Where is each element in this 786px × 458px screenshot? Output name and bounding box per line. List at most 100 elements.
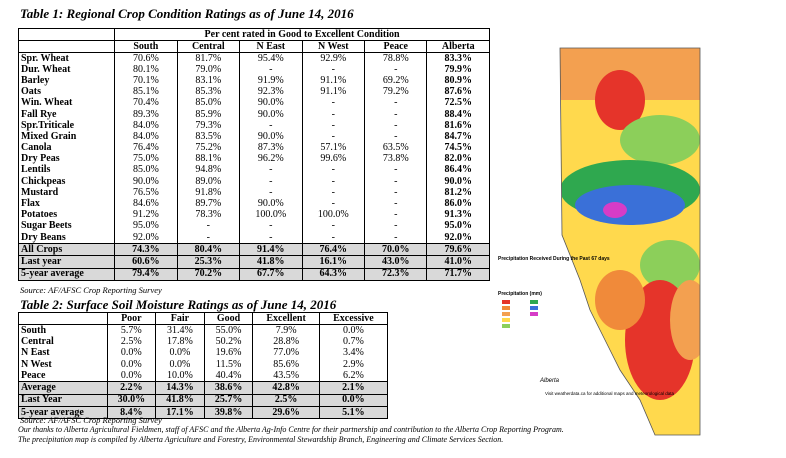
cell: 83.5% bbox=[176, 131, 241, 143]
summary-row: Last Year 30.0% 41.8% 25.7% 2.5% 0.0% bbox=[18, 393, 389, 407]
cell: 80.9% bbox=[426, 75, 490, 87]
cell: 92.0% bbox=[426, 232, 490, 244]
scale-title: Precipitation (mm) bbox=[498, 291, 542, 297]
column-header: Alberta bbox=[426, 40, 490, 53]
cell: 31.4% bbox=[155, 324, 205, 337]
row-label: N East bbox=[18, 347, 108, 359]
cell: 90.0% bbox=[239, 108, 303, 121]
cell: - bbox=[301, 220, 366, 232]
column-header: N East bbox=[239, 40, 303, 53]
cell: - bbox=[239, 164, 303, 177]
row: Chickpeas 90.0% 89.0% - - -90.0% bbox=[17, 176, 490, 188]
crop-condition-table: Per cent rated in Good to Excellent Cond… bbox=[17, 28, 490, 281]
row-label: 5-year average bbox=[17, 267, 116, 281]
cell: 83.1% bbox=[176, 75, 241, 87]
column-header: South bbox=[114, 40, 178, 53]
row: Barley 70.1% 83.1% 91.9% 91.1% 69.2% 80.9% bbox=[17, 75, 490, 87]
cell: - bbox=[363, 164, 428, 177]
row: Canola 76.4% 75.2% 87.3% 57.1% 63.5% 74.5% bbox=[17, 142, 490, 154]
cell: 38.6% bbox=[203, 381, 254, 395]
row-label: Dry Beans bbox=[17, 232, 116, 244]
cell: 69.2% bbox=[363, 75, 428, 87]
legend-title: Precipitation Received During the Past 6… bbox=[498, 256, 610, 262]
cell: 91.3% bbox=[426, 209, 490, 221]
cell: 25.7% bbox=[203, 393, 254, 407]
cell: 17.1% bbox=[155, 406, 205, 419]
row: Fall Rye 89.3% 85.9% 90.0% - -88.4% bbox=[17, 108, 490, 121]
cell: 0.0% bbox=[106, 358, 157, 371]
cell: 14.3% bbox=[155, 381, 205, 395]
row: Dry Beans 92.0% - - - -92.0% bbox=[17, 232, 490, 244]
cell: 100.0% bbox=[301, 209, 366, 221]
summary-row: Last year 60.6% 25.3% 41.8% 16.1% 43.0% 41.0% bbox=[17, 255, 490, 269]
cell: - bbox=[363, 198, 428, 210]
cell: 72.5% bbox=[426, 97, 490, 109]
cell: 79.9% bbox=[426, 64, 490, 76]
cell: 0.0% bbox=[106, 370, 157, 382]
cell: - bbox=[301, 120, 366, 132]
cell: 85.6% bbox=[252, 358, 320, 371]
cell: 80.1% bbox=[114, 64, 178, 76]
cell: 25.3% bbox=[176, 255, 241, 269]
cell: - bbox=[301, 97, 366, 109]
row-label: Chickpeas bbox=[17, 176, 116, 188]
table-title: Table 2: Surface Soil Moisture Ratings a… bbox=[20, 297, 337, 312]
row: Lentils 85.0% 94.8% - - -86.4% bbox=[17, 164, 490, 177]
cell: 88.4% bbox=[426, 108, 490, 121]
cell: 92.9% bbox=[301, 52, 366, 65]
row-label: All Crops bbox=[17, 243, 116, 256]
cell: 91.1% bbox=[301, 86, 366, 98]
cell: 79.3% bbox=[176, 120, 241, 132]
cell: 2.5% bbox=[252, 393, 320, 407]
cell: 91.8% bbox=[176, 187, 241, 199]
cell: 73.8% bbox=[363, 153, 428, 165]
cell: 19.6% bbox=[203, 347, 254, 359]
row-label: Average bbox=[18, 381, 108, 395]
cell: 85.3% bbox=[176, 86, 241, 98]
cell: 70.6% bbox=[114, 52, 178, 65]
cell: 75.2% bbox=[176, 142, 241, 154]
cell: - bbox=[363, 232, 428, 244]
row-label: Oats bbox=[17, 86, 116, 98]
cell: 90.0% bbox=[426, 176, 490, 188]
cell: 78.3% bbox=[176, 209, 241, 221]
cell: 39.8% bbox=[203, 406, 254, 419]
column-header: Peace bbox=[363, 40, 428, 53]
row: South 5.7% 31.4% 55.0% 7.9% 0.0% bbox=[18, 324, 389, 337]
row: Spr.Triticale 84.0% 79.3% - - -81.6% bbox=[17, 120, 490, 132]
cell: 41.0% bbox=[426, 255, 490, 269]
row-label: Central bbox=[18, 336, 108, 348]
cell: 82.0% bbox=[426, 153, 490, 165]
cell: 72.3% bbox=[363, 267, 428, 281]
cell: 7.9% bbox=[252, 324, 320, 337]
row: Oats 85.1% 85.3% 92.3% 91.1% 79.2% 87.6% bbox=[17, 86, 490, 98]
cell: 89.0% bbox=[176, 176, 241, 188]
cell: 87.3% bbox=[239, 142, 303, 154]
cell: - bbox=[363, 97, 428, 109]
cell: 2.1% bbox=[318, 381, 389, 395]
cell: 29.6% bbox=[252, 406, 320, 419]
cell: 43.5% bbox=[252, 370, 320, 382]
cell: 0.7% bbox=[318, 336, 389, 348]
column-header: Excessive bbox=[318, 312, 389, 325]
cell: 92.0% bbox=[114, 232, 178, 244]
cell: 90.0% bbox=[239, 131, 303, 143]
cell: 89.7% bbox=[176, 198, 241, 210]
cell: 81.2% bbox=[426, 187, 490, 199]
cell: 78.8% bbox=[363, 52, 428, 65]
row: N West 0.0% 0.0% 11.5% 85.6% 2.9% bbox=[18, 358, 389, 371]
cell: 2.9% bbox=[318, 358, 389, 371]
cell: 2.5% bbox=[106, 336, 157, 348]
cell: - bbox=[301, 176, 366, 188]
column-header: Poor bbox=[106, 312, 157, 325]
cell: 84.7% bbox=[426, 131, 490, 143]
cell: 40.4% bbox=[203, 370, 254, 382]
row: Mixed Grain 84.0% 83.5% 90.0% - -84.7% bbox=[17, 131, 490, 143]
summary-row: 5-year average 8.4% 17.1% 39.8% 29.6% 5.1% bbox=[18, 406, 389, 419]
cell: 0.0% bbox=[318, 324, 389, 337]
cell: 80.4% bbox=[176, 243, 241, 256]
cell: 63.5% bbox=[363, 142, 428, 154]
cell: - bbox=[301, 198, 366, 210]
cell: - bbox=[301, 187, 366, 199]
